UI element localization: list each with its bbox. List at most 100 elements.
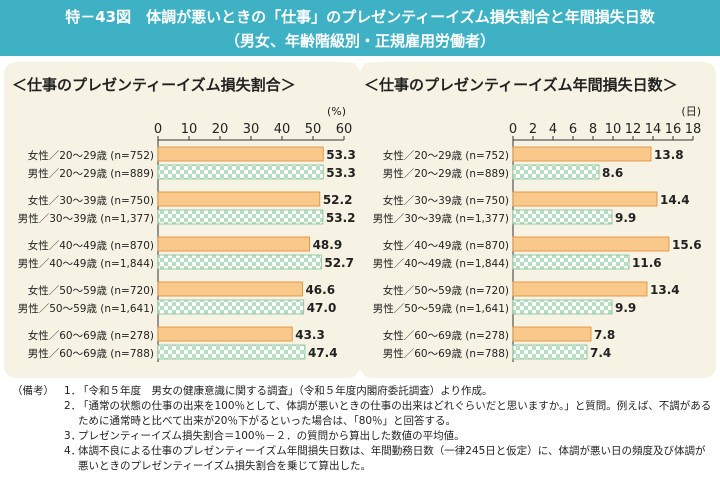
male-bar bbox=[512, 344, 588, 360]
value-label: 43.3 bbox=[295, 328, 325, 342]
x-tick-label: 16 bbox=[665, 122, 682, 137]
category-label: 男性／40～49歳 (n=1,844) bbox=[373, 257, 509, 270]
loss-ratio-panel: ＜仕事のプレゼンティーイズム損失割合＞ 0 10 20 30 40 50 60 (%) 53.3… bbox=[4, 62, 360, 378]
value-label: 47.0 bbox=[307, 301, 337, 315]
female-bar bbox=[157, 236, 310, 252]
female-bar bbox=[157, 281, 303, 297]
x-tick-label: 30 bbox=[243, 122, 260, 137]
note-text: 「令和５年度 男女の健康意識に関する調査」（令和５年度内閣府委託調査）より作成。 bbox=[78, 385, 493, 397]
value-label: 11.6 bbox=[632, 256, 662, 270]
x-tick-label: 12 bbox=[625, 122, 642, 137]
male-bar bbox=[512, 254, 630, 270]
female-bar bbox=[512, 191, 658, 207]
note-text: 体調不良による仕事のプレゼンティーイズム年間損失日数は、年間勤務日数（一律245… bbox=[78, 445, 706, 472]
value-label: 46.6 bbox=[305, 283, 335, 297]
female-bar bbox=[157, 326, 293, 342]
unit-label: (%) bbox=[327, 105, 346, 118]
unit-label: (日) bbox=[681, 105, 701, 118]
value-label: 9.9 bbox=[615, 301, 636, 315]
category-label: 女性／20～29歳 (n=752) bbox=[383, 149, 509, 162]
note-number: 3． bbox=[64, 430, 82, 442]
value-label: 7.8 bbox=[594, 328, 615, 342]
value-label: 13.8 bbox=[654, 148, 684, 162]
value-label: 52.7 bbox=[324, 256, 354, 270]
category-label: 男性／50～59歳 (n=1,641) bbox=[18, 302, 154, 315]
note-text: 「通常の状態の仕事の出来を100％として、体調が悪いときの仕事の出来はどれぐらい… bbox=[78, 400, 712, 427]
note-number: 4． bbox=[64, 445, 82, 457]
female-bar bbox=[157, 146, 324, 162]
male-bar bbox=[512, 164, 600, 180]
loss-ratio-chart: 0 10 20 30 40 50 60 (%) 53.3 女性／20～29歳 (n=752) 53.… bbox=[18, 105, 356, 362]
value-label: 53.3 bbox=[326, 148, 356, 162]
loss-days-chart: 0 2 4 6 8 10 12 14 16 18 (日) 13.8 女性／20～29歳 (n=752) 8… bbox=[373, 105, 702, 362]
figure-subtitle: （男女、年齢階級別・正規雇用労働者） bbox=[224, 32, 495, 50]
loss-days-title: ＜仕事のプレゼンティーイズム年間損失日数＞ bbox=[364, 76, 678, 94]
category-label: 男性／50～59歳 (n=1,641) bbox=[373, 302, 509, 315]
x-tick-label: 10 bbox=[605, 122, 622, 137]
category-label: 女性／50～59歳 (n=720) bbox=[383, 284, 509, 297]
x-tick-label: 4 bbox=[549, 122, 557, 137]
female-bar bbox=[512, 146, 652, 162]
category-label: 女性／30～39歳 (n=750) bbox=[383, 194, 509, 207]
male-bar bbox=[157, 254, 322, 270]
note-text: プレゼンティーイズム損失割合＝100％－２．の質問から算出した数値の平均値。 bbox=[78, 430, 465, 442]
x-tick-label: 0 bbox=[509, 122, 517, 137]
note-number: 1． bbox=[64, 385, 82, 397]
x-tick-label: 2 bbox=[529, 122, 537, 137]
value-label: 53.2 bbox=[326, 211, 356, 225]
x-tick-label: 8 bbox=[589, 122, 597, 137]
category-label: 女性／20～29歳 (n=752) bbox=[28, 149, 154, 162]
category-label: 女性／60～69歳 (n=278) bbox=[383, 329, 509, 342]
male-bar bbox=[157, 344, 306, 360]
category-label: 男性／60～69歳 (n=788) bbox=[28, 347, 154, 360]
figure-title: 特－43図 体調が悪いときの「仕事」のプレゼンティーイズム損失割合と年間損失日数 bbox=[65, 8, 655, 26]
category-label: 男性／30～39歳 (n=1,377) bbox=[18, 212, 154, 225]
category-label: 男性／40～49歳 (n=1,844) bbox=[18, 257, 154, 270]
value-label: 52.2 bbox=[323, 193, 353, 207]
category-label: 男性／30～39歳 (n=1,377) bbox=[373, 212, 509, 225]
category-label: 女性／40～49歳 (n=870) bbox=[28, 239, 154, 252]
x-tick-label: 14 bbox=[645, 122, 662, 137]
category-label: 女性／60～69歳 (n=278) bbox=[28, 329, 154, 342]
male-bar bbox=[157, 164, 324, 180]
value-label: 14.4 bbox=[660, 193, 690, 207]
note-item: （備考） 1． 「令和５年度 男女の健康意識に関する調査」（令和５年度内閣府委託… bbox=[12, 384, 712, 399]
value-label: 15.6 bbox=[672, 238, 702, 252]
note-number: 2． bbox=[64, 400, 82, 412]
note-item: 2． 「通常の状態の仕事の出来を100％として、体調が悪いときの仕事の出来はどれ… bbox=[12, 399, 712, 429]
male-bar bbox=[157, 299, 305, 315]
value-label: 7.4 bbox=[590, 346, 611, 360]
category-label: 女性／50～59歳 (n=720) bbox=[28, 284, 154, 297]
female-bar bbox=[512, 236, 670, 252]
note-item: 4． 体調不良による仕事のプレゼンティーイズム年間損失日数は、年間勤務日数（一律… bbox=[12, 444, 712, 474]
x-tick-label: 50 bbox=[305, 122, 322, 137]
value-label: 47.4 bbox=[308, 346, 338, 360]
female-bar bbox=[512, 326, 592, 342]
category-label: 女性／30～39歳 (n=750) bbox=[28, 194, 154, 207]
x-tick-label: 0 bbox=[154, 122, 162, 137]
x-tick-label: 18 bbox=[685, 122, 702, 137]
x-tick-label: 20 bbox=[212, 122, 229, 137]
category-label: 女性／40～49歳 (n=870) bbox=[383, 239, 509, 252]
loss-ratio-title: ＜仕事のプレゼンティーイズム損失割合＞ bbox=[12, 76, 296, 94]
category-label: 男性／20～29歳 (n=889) bbox=[28, 167, 154, 180]
male-bar bbox=[512, 209, 613, 225]
value-label: 53.3 bbox=[326, 166, 356, 180]
notes-section: （備考） 1． 「令和５年度 男女の健康意識に関する調査」（令和５年度内閣府委託… bbox=[12, 384, 712, 474]
note-item: 3． プレゼンティーイズム損失割合＝100％－２．の質問から算出した数値の平均値… bbox=[12, 429, 712, 444]
female-bar bbox=[512, 281, 648, 297]
value-label: 8.6 bbox=[602, 166, 623, 180]
x-tick-label: 60 bbox=[336, 122, 353, 137]
value-label: 9.9 bbox=[615, 211, 636, 225]
x-tick-label: 10 bbox=[181, 122, 198, 137]
figure-header: 特－43図 体調が悪いときの「仕事」のプレゼンティーイズム損失割合と年間損失日数… bbox=[0, 0, 720, 56]
male-bar bbox=[512, 299, 613, 315]
value-label: 13.4 bbox=[650, 283, 680, 297]
value-label: 48.9 bbox=[313, 238, 343, 252]
notes-lead: （備考） bbox=[12, 385, 54, 397]
x-tick-label: 6 bbox=[569, 122, 577, 137]
category-label: 男性／20～29歳 (n=889) bbox=[383, 167, 509, 180]
category-label: 男性／60～69歳 (n=788) bbox=[383, 347, 509, 360]
male-bar bbox=[157, 209, 324, 225]
female-bar bbox=[157, 191, 321, 207]
